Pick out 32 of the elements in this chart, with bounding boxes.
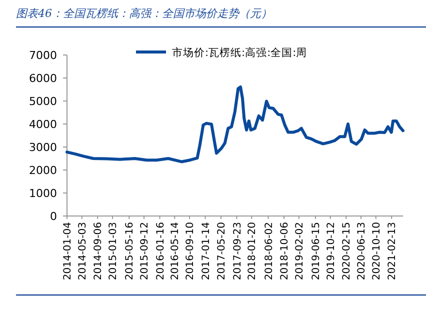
chart-title: 图表46：全国瓦楞纸：高强：全国市场价走势（元） [16,7,272,20]
y-tick-label: 3000 [29,141,57,154]
x-tick-label: 2019-10-12 [326,222,337,280]
x-tick-label: 2017-09-23 [232,222,244,280]
x-tick-label: 2016-09-10 [185,222,196,280]
x-tick-label: 2015-09-12 [140,222,150,280]
y-tick-label: 4000 [29,118,57,131]
x-tick-label: 2015-05-16 [124,222,136,280]
x-tick-label: 2017-05-20 [216,222,228,280]
y-tick-label: 2000 [29,164,57,177]
y-tick-label: 7000 [29,49,57,62]
x-tick-label: 2019-06-15 [311,222,322,280]
x-tick-label: 2016-01-16 [155,222,166,280]
x-tick-label: 2020-06-13 [356,222,368,280]
x-tick-label: 2014-09-06 [93,222,104,280]
x-tick-label: 2015-01-03 [108,222,119,280]
x-tick-label: 2018-10-06 [280,222,290,280]
y-tick-label: 1000 [29,187,57,200]
x-tick-label: 2014-01-04 [62,222,74,280]
y-tick-label: 5000 [29,95,57,108]
x-tick-label: 2020-10-10 [371,222,382,280]
x-tick-label: 2019-02-02 [294,222,306,280]
x-tick-label: 2021-02-13 [387,222,398,280]
y-tick-label: 0 [50,210,57,223]
x-tick-label: 2018-06-02 [264,222,275,280]
y-tick-label: 6000 [29,72,57,85]
legend-label: 市场价:瓦楞纸:高强:全国:周 [172,46,308,59]
x-tick-label: 2014-05-03 [77,222,88,280]
x-tick-label: 2017-01-14 [200,222,212,280]
x-tick-label: 2020-02-15 [342,222,353,280]
x-tick-label: 2016-05-14 [170,222,182,280]
x-tick-label: 2018-01-20 [247,222,258,280]
